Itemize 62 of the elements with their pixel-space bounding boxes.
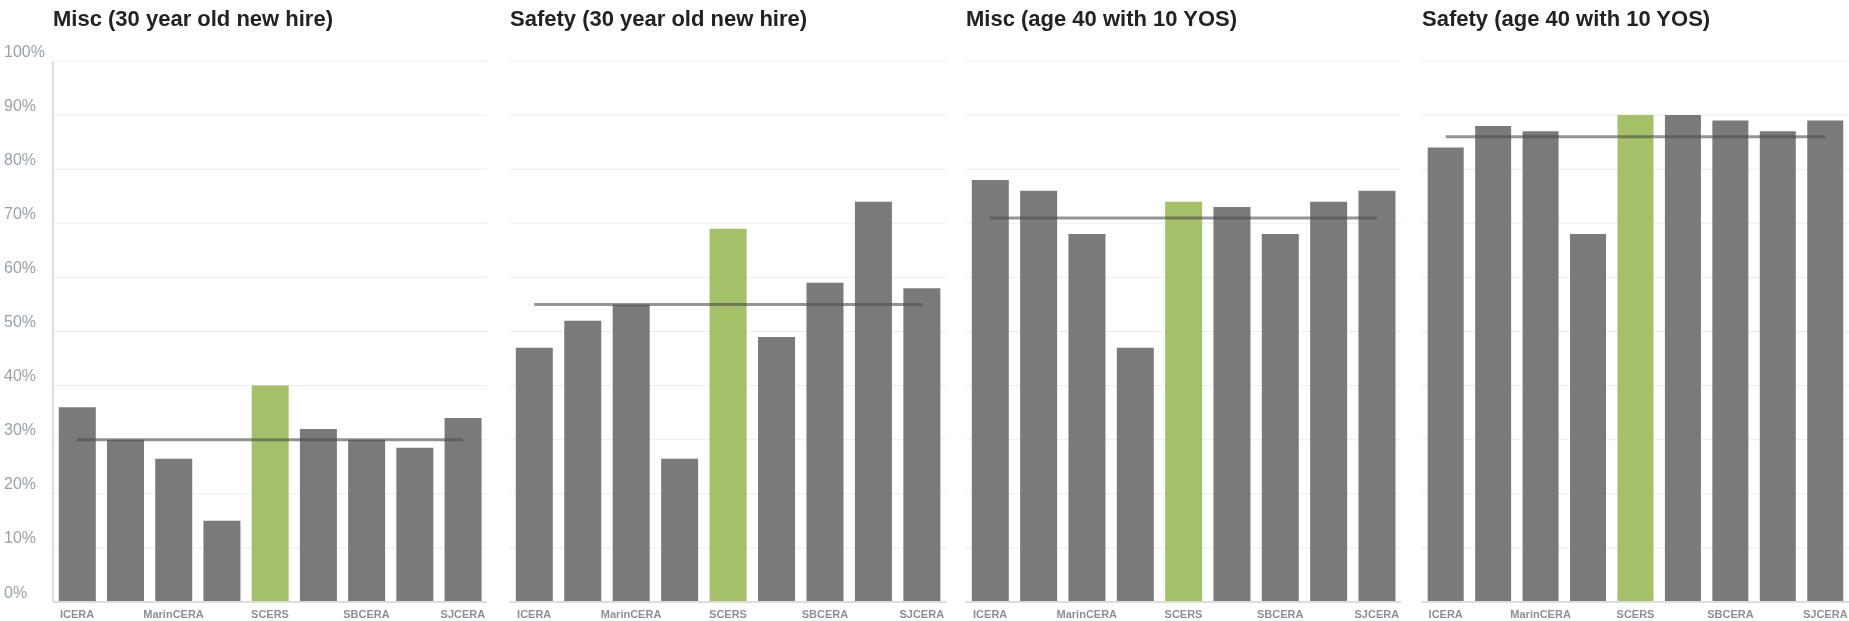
bar bbox=[1020, 190, 1058, 602]
chart-title: Safety (age 40 with 10 YOS) bbox=[1422, 6, 1711, 32]
y-tick-label: 70% bbox=[4, 204, 37, 222]
bar bbox=[564, 320, 602, 602]
y-tick-label: 30% bbox=[4, 421, 37, 439]
x-tick-label: SJCERA bbox=[899, 607, 945, 620]
chart-title: Misc (age 40 with 10 YOS) bbox=[966, 6, 1238, 32]
x-tick-label: SJCERA bbox=[440, 607, 486, 620]
bar bbox=[1261, 234, 1299, 602]
bar bbox=[1617, 115, 1654, 602]
bar bbox=[1068, 234, 1106, 602]
y-tick-label: 0% bbox=[4, 583, 28, 601]
bar bbox=[1213, 207, 1251, 602]
y-tick-label: 50% bbox=[4, 313, 37, 330]
bar bbox=[758, 336, 796, 602]
bar bbox=[1759, 131, 1796, 602]
x-tick-label: MarinCERA bbox=[1510, 607, 1571, 620]
x-tick-label: SCERS bbox=[251, 607, 289, 620]
bar bbox=[1664, 115, 1701, 602]
chart-title: Safety (30 year old new hire) bbox=[510, 6, 808, 32]
chart-title: Misc (30 year old new hire) bbox=[53, 6, 333, 32]
x-tick-label: SBCERA bbox=[1256, 607, 1304, 620]
x-tick-label: ICERA bbox=[59, 607, 95, 620]
bar bbox=[709, 228, 747, 602]
bar bbox=[971, 180, 1009, 602]
x-tick-label: SBCERA bbox=[1707, 607, 1754, 620]
bar bbox=[1570, 234, 1607, 602]
bar bbox=[1807, 120, 1844, 602]
x-tick-label: MarinCERA bbox=[1056, 607, 1118, 620]
bar bbox=[661, 458, 699, 602]
bar bbox=[1165, 201, 1203, 602]
y-tick-label: 20% bbox=[4, 475, 37, 493]
x-tick-label: MarinCERA bbox=[600, 607, 662, 620]
x-tick-label: SCERS bbox=[1164, 607, 1203, 620]
bar bbox=[1522, 131, 1559, 602]
x-tick-label: SJCERA bbox=[1802, 607, 1848, 620]
bar bbox=[1358, 190, 1396, 602]
bar bbox=[1116, 347, 1154, 602]
x-tick-label: SBCERA bbox=[801, 607, 849, 620]
bar bbox=[1427, 147, 1464, 602]
x-tick-label: SCERS bbox=[709, 607, 747, 620]
y-tick-label: 90% bbox=[4, 96, 37, 114]
bar bbox=[1475, 125, 1512, 602]
x-tick-label: MarinCERA bbox=[143, 607, 204, 620]
bar bbox=[1712, 120, 1749, 602]
y-tick-label: 100% bbox=[4, 42, 45, 60]
bar bbox=[903, 288, 941, 602]
bar bbox=[1310, 201, 1348, 602]
x-tick-label: SCERS bbox=[1616, 607, 1655, 620]
x-tick-label: ICERA bbox=[973, 607, 1008, 620]
y-tick-label: 80% bbox=[4, 150, 37, 168]
bar bbox=[806, 282, 844, 602]
x-tick-label: ICERA bbox=[517, 607, 552, 620]
y-tick-label: 60% bbox=[4, 258, 37, 276]
x-tick-label: ICERA bbox=[1428, 607, 1463, 620]
y-tick-label: 10% bbox=[4, 529, 37, 547]
x-tick-label: SBCERA bbox=[343, 607, 390, 620]
x-tick-label: SJCERA bbox=[1354, 607, 1400, 620]
bar bbox=[854, 201, 892, 602]
bar bbox=[515, 347, 553, 602]
bar bbox=[612, 304, 650, 602]
y-tick-label: 40% bbox=[4, 367, 37, 385]
